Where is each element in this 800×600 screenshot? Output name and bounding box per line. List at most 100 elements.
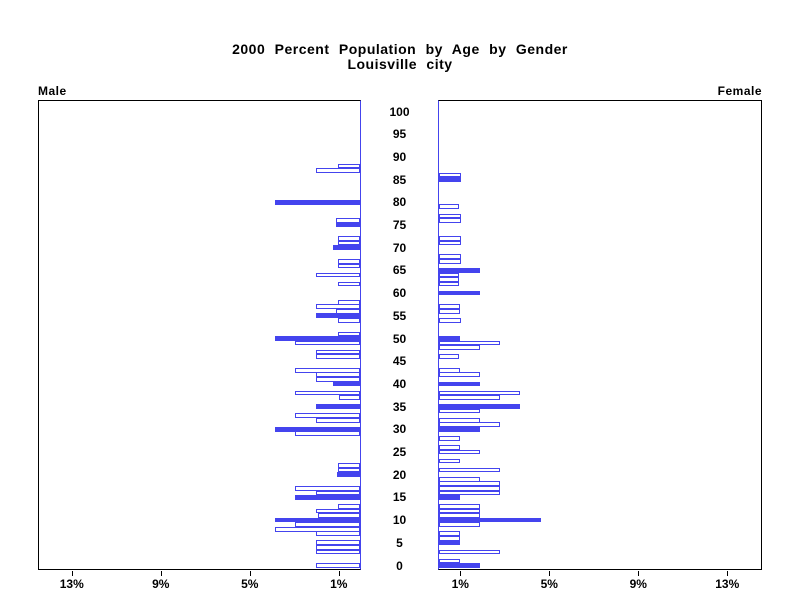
age-axis-label-70: 70 <box>392 240 407 255</box>
male-bar-age-35 <box>315 404 360 409</box>
age-axis-label-45: 45 <box>392 354 407 369</box>
male-bar-age-5 <box>315 540 360 546</box>
female-bar-age-56 <box>439 308 461 314</box>
female-bar-age-30 <box>439 426 481 432</box>
male-bar-age-55 <box>315 313 360 319</box>
female-pct-tick-label-5: 5% <box>540 577 558 591</box>
male-pct-tick-label-9: 9% <box>152 577 170 591</box>
age-axis-label-25: 25 <box>392 445 407 459</box>
female-pct-tick-label-1: 1% <box>451 577 469 591</box>
female-pct-tick-1 <box>460 571 462 576</box>
male-bar-age-58 <box>337 299 360 305</box>
male-bar-age-54 <box>337 317 360 323</box>
female-bar-age-5 <box>439 540 461 546</box>
female-bar-age-54 <box>439 317 462 323</box>
male-bar-age-21 <box>337 467 360 473</box>
male-bar-age-33 <box>295 413 360 419</box>
female-bar-age-38 <box>439 390 521 396</box>
female-bar-age-76 <box>439 218 462 223</box>
female-bar-age-49 <box>439 340 501 346</box>
male-bar-age-9 <box>295 522 360 527</box>
age-axis-label-95: 95 <box>392 127 407 142</box>
female-bar-age-12 <box>439 508 481 514</box>
female-pct-tick-9 <box>638 571 640 576</box>
female-bar-age-1 <box>439 558 461 564</box>
female-bar-age-11 <box>439 513 481 518</box>
male-bar-age-13 <box>337 504 360 509</box>
age-axis-label-10: 10 <box>392 513 407 528</box>
female-bar-age-85 <box>439 177 462 182</box>
female-bar-age-7 <box>439 531 461 537</box>
female-bar-age-10 <box>439 517 542 523</box>
male-bar-age-8 <box>275 526 360 532</box>
male-bar-age-41 <box>315 377 360 382</box>
female-pct-tick-label-9: 9% <box>629 577 647 591</box>
female-bar-age-9 <box>439 522 481 527</box>
male-bar-age-88 <box>337 163 360 169</box>
female-bar-age-67 <box>439 258 462 264</box>
male-bar-age-47 <box>315 349 360 355</box>
female-bar-age-13 <box>439 504 481 509</box>
male-bar-age-4 <box>315 544 360 550</box>
female-bar-age-57 <box>439 304 461 310</box>
male-bar-age-43 <box>295 367 360 373</box>
female-bar-age-15 <box>439 495 461 500</box>
female-bar-age-0 <box>439 563 481 568</box>
male-bar-age-29 <box>295 431 360 437</box>
male-bar-age-22 <box>337 463 360 468</box>
female-bar-age-23 <box>439 458 461 464</box>
female-bar-age-72 <box>439 236 462 241</box>
male-bar-age-7 <box>315 531 360 537</box>
female-bar-age-3 <box>439 549 501 555</box>
age-axis-label-80: 80 <box>392 195 407 210</box>
age-axis-label-100: 100 <box>389 104 410 119</box>
female-bar-age-16 <box>439 490 501 496</box>
male-bar-age-11 <box>317 513 360 518</box>
male-pct-tick-1 <box>338 571 340 576</box>
age-axis-label-50: 50 <box>392 331 407 346</box>
age-axis-label-15: 15 <box>392 490 407 505</box>
age-axis-label-0: 0 <box>396 558 403 573</box>
male-pct-tick-label-1: 1% <box>330 577 348 591</box>
female-bar-age-63 <box>439 277 460 282</box>
female-bar-age-77 <box>439 213 462 219</box>
female-bar-age-46 <box>439 354 460 359</box>
female-pct-tick-label-13: 13% <box>715 577 740 591</box>
male-bar-age-76 <box>335 218 360 223</box>
male-pct-tick-13 <box>71 571 73 576</box>
female-panel-frame <box>438 100 762 570</box>
female-bar-age-31 <box>439 422 501 428</box>
age-axis-label-40: 40 <box>392 376 407 391</box>
female-bar-age-25 <box>439 449 481 455</box>
male-bar-age-75 <box>335 222 360 228</box>
male-bar-age-57 <box>315 304 360 310</box>
male-bar-age-16 <box>315 490 360 496</box>
male-bar-age-51 <box>337 331 360 337</box>
male-pct-tick-label-13: 13% <box>59 577 84 591</box>
male-pct-tick-5 <box>249 571 251 576</box>
male-bar-age-42 <box>315 372 360 378</box>
male-bar-age-32 <box>315 417 360 423</box>
female-bar-age-35 <box>439 404 521 409</box>
female-bar-age-18 <box>439 481 501 487</box>
male-bar-age-15 <box>295 495 360 500</box>
female-pct-tick-5 <box>549 571 551 576</box>
age-axis-label-65: 65 <box>392 263 407 278</box>
female-bar-age-86 <box>439 172 462 178</box>
age-axis-label-75: 75 <box>392 218 407 232</box>
female-bar-age-43 <box>439 367 461 373</box>
male-bar-age-66 <box>337 263 360 269</box>
female-bar-age-40 <box>439 381 481 387</box>
male-bar-age-20 <box>336 472 360 478</box>
female-bar-age-68 <box>439 254 462 260</box>
age-axis-label-35: 35 <box>392 399 407 414</box>
male-bar-age-46 <box>315 354 360 359</box>
age-axis-label-85: 85 <box>392 172 407 187</box>
male-bar-age-64 <box>315 272 360 278</box>
male-panel-label: Male <box>38 84 67 98</box>
male-bar-age-56 <box>335 308 360 314</box>
male-bar-age-40 <box>333 381 360 387</box>
male-bar-age-72 <box>337 236 360 241</box>
male-bar-age-37 <box>338 395 360 400</box>
female-bar-age-48 <box>439 345 481 350</box>
